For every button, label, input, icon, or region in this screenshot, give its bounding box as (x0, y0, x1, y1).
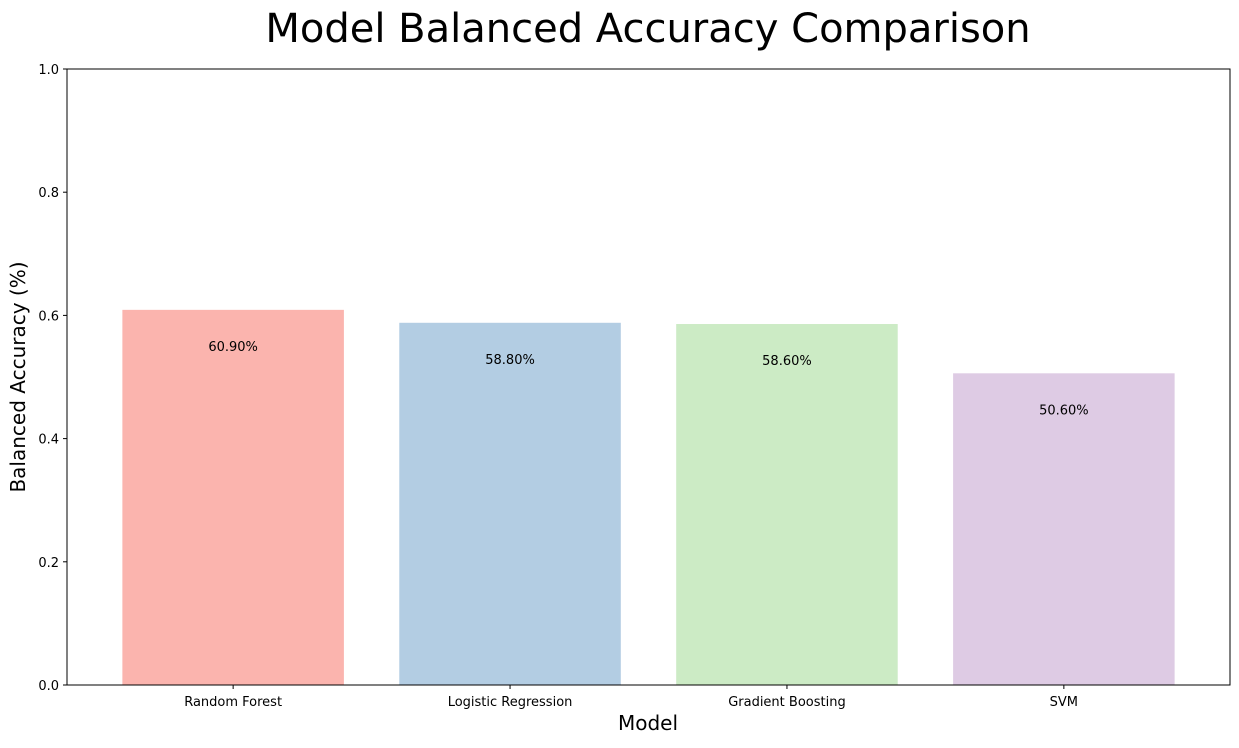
data-label: 58.80% (485, 353, 535, 368)
chart-title: Model Balanced Accuracy Comparison (265, 6, 1030, 52)
bar (399, 322, 621, 685)
bars-layer: 60.90% 58.80% 58.60% 50.60% (122, 309, 1175, 685)
data-label: 60.90% (208, 340, 258, 355)
y-axis: 0.0 0.2 0.4 0.6 0.8 1.0 (38, 63, 67, 694)
plot-frame (66, 68, 1231, 686)
y-tick-label: 0.2 (38, 556, 59, 571)
y-tick-label: 0.8 (38, 186, 59, 201)
data-label: 58.60% (762, 354, 812, 369)
x-tick-label: SVM (1050, 695, 1078, 710)
x-tick-label: Logistic Regression (448, 695, 573, 710)
y-tick-label: 0.6 (38, 309, 59, 324)
x-tick-label: Random Forest (184, 695, 282, 710)
x-tick-label: Gradient Boosting (728, 695, 846, 710)
data-label: 50.60% (1039, 403, 1089, 418)
x-axis-label: Model (618, 711, 678, 735)
bar (953, 373, 1175, 685)
y-tick-label: 0.0 (38, 679, 59, 694)
y-tick-label: 1.0 (38, 63, 59, 78)
bar (122, 309, 344, 685)
bar (676, 324, 898, 685)
x-axis: Random Forest Logistic Regression Gradient… (184, 685, 1078, 710)
y-axis-label: Balanced Accuracy (%) (6, 261, 30, 492)
y-tick-label: 0.4 (38, 433, 59, 448)
